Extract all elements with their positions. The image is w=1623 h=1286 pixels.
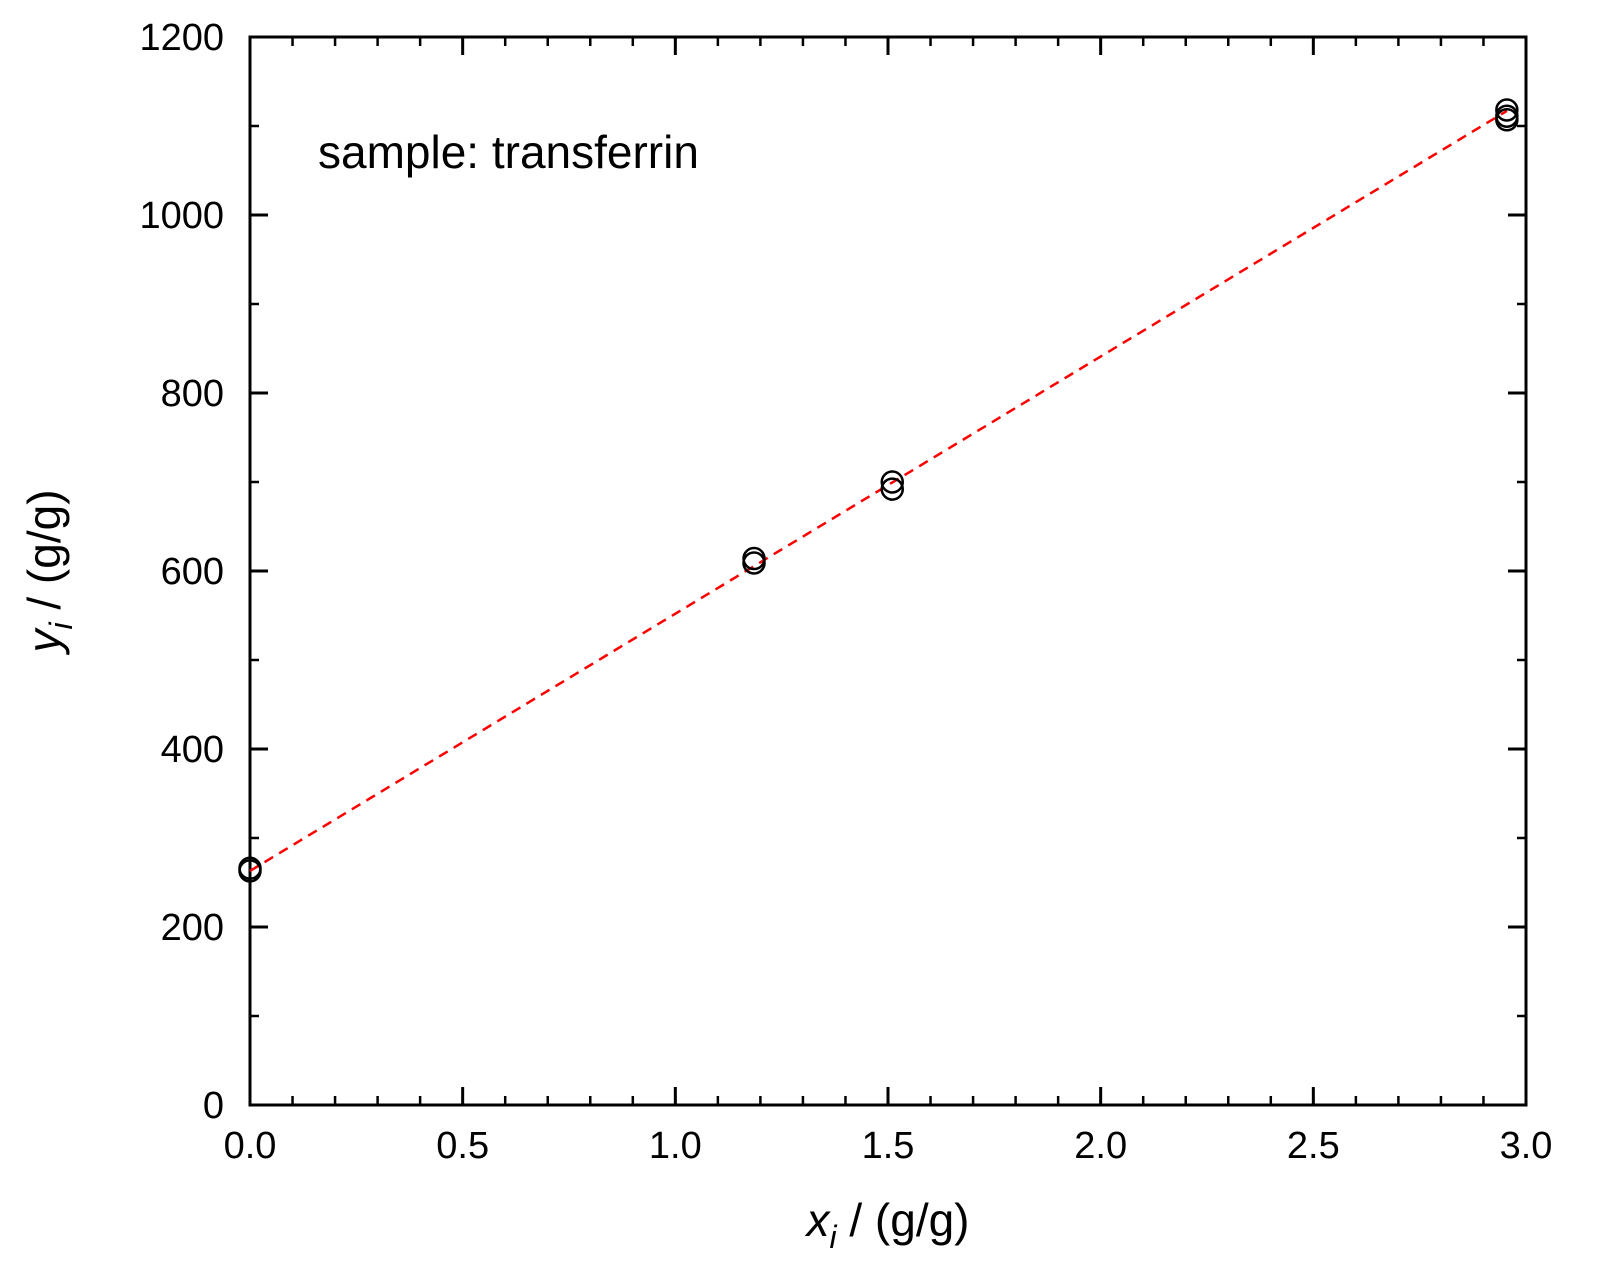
y-tick-label: 600 — [161, 551, 224, 593]
y-tick-label: 800 — [161, 373, 224, 415]
y-axis-ticks: 0 200 400 600 800 1000 1200 — [139, 17, 1526, 1127]
data-point — [880, 477, 905, 501]
x-axis-title: xi / (g/g) — [804, 1194, 969, 1255]
x-tick-label: 1.5 — [862, 1125, 915, 1167]
data-point — [880, 470, 905, 494]
fit-line-group — [249, 109, 1508, 872]
x-tick-label: 0.0 — [224, 1125, 277, 1167]
x-tick-label: 2.0 — [1074, 1125, 1127, 1167]
data-point — [238, 856, 262, 881]
data-point — [1495, 104, 1519, 128]
chart-annotation: sample: transferrin — [318, 126, 699, 178]
x-tick-label: 2.5 — [1287, 1125, 1340, 1167]
y-tick-label: 0 — [203, 1085, 224, 1127]
data-point — [1495, 98, 1519, 122]
x-tick-label: 0.5 — [436, 1125, 489, 1167]
x-tick-label: 3.0 — [1500, 1125, 1553, 1167]
data-point — [742, 546, 766, 571]
y-tick-label: 200 — [161, 907, 224, 949]
y-axis-title: yi / (g/g) — [18, 489, 79, 655]
fit-line — [249, 109, 1508, 872]
plot-frame — [248, 35, 1528, 1107]
x-tick-label: 1.0 — [649, 1125, 702, 1167]
x-axis-ticks: 0.0 0.5 1.0 1.5 2.0 2.5 3.0 — [224, 37, 1553, 1167]
y-tick-label: 400 — [161, 729, 224, 771]
y-tick-label: 1200 — [139, 17, 224, 59]
data-points — [238, 98, 1519, 883]
y-tick-label: 1000 — [139, 195, 224, 237]
